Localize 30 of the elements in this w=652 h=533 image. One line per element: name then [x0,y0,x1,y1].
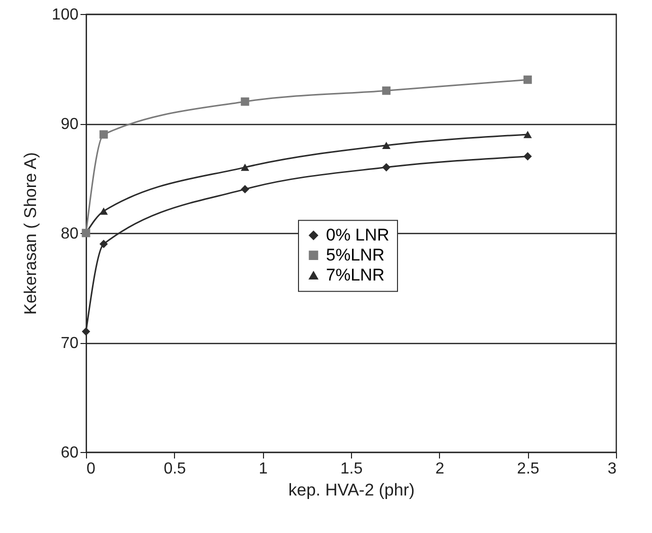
y-tick-label: 60 [60,444,79,462]
point [382,142,391,150]
x-tick-label: 0 [86,460,96,478]
point [99,240,108,248]
point [99,130,108,139]
point [523,130,532,138]
point [240,185,250,194]
point [382,163,391,172]
y-tick-label: 70 [60,335,79,352]
x-tick-label: 2.5 [517,460,540,478]
x-tick-label: 1 [258,460,268,478]
y-tick-label: 100 [52,6,79,24]
point [523,152,532,161]
point [99,207,108,215]
point [523,76,532,84]
y-axis-title: Kekerasan ( Shore A) [20,152,40,315]
point [240,164,250,171]
x-tick-label: 3 [608,460,617,478]
legend-label: 5%LNR [326,245,385,264]
y-tick-label: 80 [60,226,79,242]
x-tick-label: 2 [435,460,444,478]
legend-label: 0% LNR [326,225,390,244]
point [82,327,90,336]
point [382,86,391,95]
x-tick-label: 1.5 [340,460,363,478]
legend-label: 7%LNR [326,265,385,284]
x-axis-title: kep. HVA-2 (phr) [288,480,415,500]
x-tick-label: 0.5 [164,460,186,478]
point [240,97,250,106]
y-tick-label: 90 [60,116,79,133]
